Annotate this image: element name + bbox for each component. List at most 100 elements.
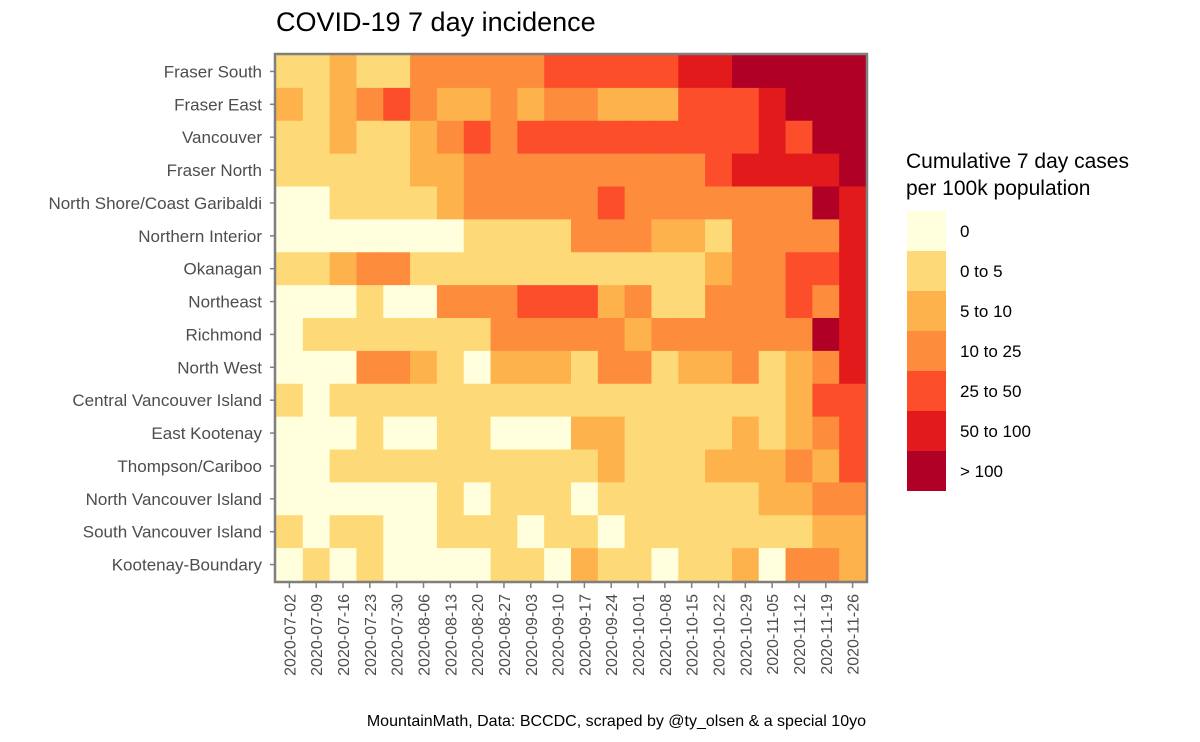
heatmap-cell	[544, 285, 572, 319]
legend-title-line2: per 100k population	[906, 177, 1090, 200]
heatmap-cell	[839, 416, 867, 450]
heatmap-cell	[302, 55, 331, 89]
heatmap-cell	[490, 55, 518, 89]
heatmap-cell	[383, 252, 411, 286]
heatmap-cell	[758, 219, 786, 253]
heatmap-cell	[839, 252, 867, 286]
heatmap-cell	[731, 383, 760, 418]
heatmap-cell	[839, 219, 867, 253]
heatmap-cell	[356, 252, 384, 286]
heatmap-cell	[812, 383, 840, 418]
heatmap-cell	[410, 548, 438, 582]
heatmap-cell	[490, 449, 518, 483]
heatmap-cell	[758, 416, 786, 450]
heatmap-cell	[651, 153, 679, 187]
heatmap-cell	[758, 449, 786, 483]
heatmap-cell	[436, 153, 465, 187]
heatmap-cell	[463, 120, 491, 155]
heatmap-cell	[329, 252, 357, 286]
heatmap-cell	[785, 416, 813, 450]
heatmap-cell	[276, 383, 304, 418]
heatmap-cell	[785, 515, 813, 549]
heatmap-cell	[758, 186, 786, 220]
x-tick-label: 2020-08-13	[443, 594, 460, 676]
legend-label: 10 to 25	[960, 342, 1021, 361]
heatmap-cell	[490, 548, 518, 582]
heatmap-cell	[544, 219, 572, 253]
heatmap-cell	[276, 87, 304, 122]
heatmap-cell	[651, 252, 679, 286]
heatmap-cell	[705, 87, 733, 122]
heatmap-cell	[490, 383, 518, 418]
heatmap-cell	[624, 120, 652, 155]
heatmap-cell	[302, 548, 331, 582]
heatmap-cell	[302, 449, 331, 483]
heatmap-cell	[624, 318, 652, 352]
heatmap-cell	[624, 285, 652, 319]
x-tick-label: 2020-08-20	[470, 594, 487, 676]
heatmap-cell	[410, 87, 438, 122]
heatmap-cell	[517, 153, 545, 187]
heatmap-cell	[517, 416, 545, 450]
heatmap-cell	[517, 318, 545, 352]
heatmap-cell	[571, 515, 599, 549]
heatmap-cell	[758, 350, 786, 385]
heatmap-cell	[436, 449, 465, 483]
x-tick-label: 2020-07-02	[282, 594, 299, 676]
heatmap-cell	[785, 548, 813, 582]
heatmap-cell	[597, 55, 626, 89]
legend-label: 5 to 10	[960, 302, 1012, 321]
heatmap-cell	[356, 515, 384, 549]
heatmap-cell	[812, 482, 840, 516]
x-axis: 2020-07-02 2020-07-09 2020-07-16 2020-07-23…	[282, 582, 863, 676]
heatmap-cell	[356, 482, 384, 516]
heatmap-cell	[731, 318, 760, 352]
heatmap-cell	[839, 482, 867, 516]
heatmap-cell	[517, 55, 545, 89]
heatmap-cell	[705, 55, 733, 89]
heatmap-cell	[812, 252, 840, 286]
heatmap-cell	[785, 55, 813, 89]
heatmap-cell	[651, 416, 679, 450]
heatmap-cell	[624, 153, 652, 187]
chart-title: COVID-19 7 day incidence	[276, 7, 596, 37]
heatmap-cell	[624, 449, 652, 483]
heatmap-cell	[410, 219, 438, 253]
heatmap-cell	[383, 350, 411, 385]
heatmap-cell	[678, 548, 706, 582]
legend: Cumulative 7 day cases per 100k populati…	[906, 150, 1129, 491]
heatmap-cell	[517, 515, 545, 549]
heatmap-cell	[705, 548, 733, 582]
heatmap-cell	[329, 416, 357, 450]
heatmap-cell	[731, 416, 760, 450]
heatmap-cell	[544, 548, 572, 582]
heatmap-cell	[624, 219, 652, 253]
heatmap-cell	[276, 515, 304, 549]
heatmap-cell	[705, 285, 733, 319]
heatmap-cell	[302, 416, 331, 450]
heatmap-cell	[383, 120, 411, 155]
y-tick-label: Northern Interior	[138, 227, 262, 246]
heatmap-cell	[731, 285, 760, 319]
heatmap-cell	[678, 153, 706, 187]
heatmap-cell	[490, 153, 518, 187]
heatmap-cell	[597, 120, 626, 155]
x-tick-label: 2020-09-17	[577, 594, 594, 676]
heatmap-cell	[463, 482, 491, 516]
heatmap-cell	[329, 285, 357, 319]
heatmap-cell	[544, 416, 572, 450]
legend-swatch	[907, 451, 946, 491]
heatmap-cell	[624, 515, 652, 549]
heatmap-cell	[651, 449, 679, 483]
heatmap-cell	[436, 219, 465, 253]
y-axis: Fraser South Fraser East Vancouver Fraser N…	[48, 62, 275, 575]
heatmap-cell	[329, 482, 357, 516]
legend-label: > 100	[960, 462, 1003, 481]
heatmap-cell	[812, 285, 840, 319]
heatmap-cell	[812, 318, 840, 352]
heatmap-cell	[597, 482, 626, 516]
heatmap-cell	[383, 285, 411, 319]
heatmap-cell	[329, 350, 357, 385]
heatmap-cell	[812, 55, 840, 89]
heatmap-cell	[597, 153, 626, 187]
